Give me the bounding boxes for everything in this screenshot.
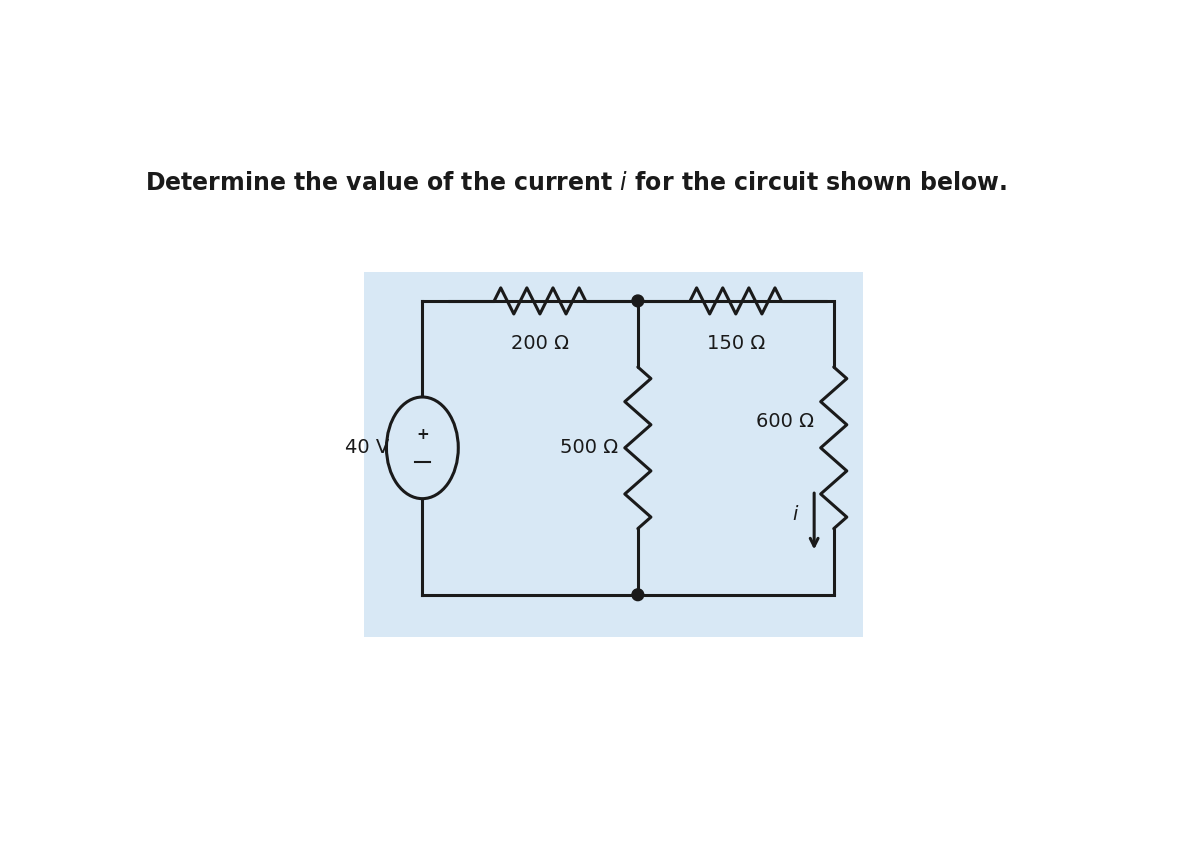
Ellipse shape [386,397,458,499]
FancyBboxPatch shape [364,271,863,637]
Text: 500 Ω: 500 Ω [560,438,618,457]
Text: 150 Ω: 150 Ω [707,334,764,353]
Text: 600 Ω: 600 Ω [756,412,814,432]
Text: 200 Ω: 200 Ω [511,334,569,353]
Text: Determine the value of the current $i$ for the circuit shown below.: Determine the value of the current $i$ f… [145,171,1007,195]
Circle shape [632,589,643,600]
Circle shape [632,295,643,307]
Text: +: + [416,427,428,443]
Text: $i$: $i$ [792,505,799,524]
Text: 40 V: 40 V [344,438,389,457]
